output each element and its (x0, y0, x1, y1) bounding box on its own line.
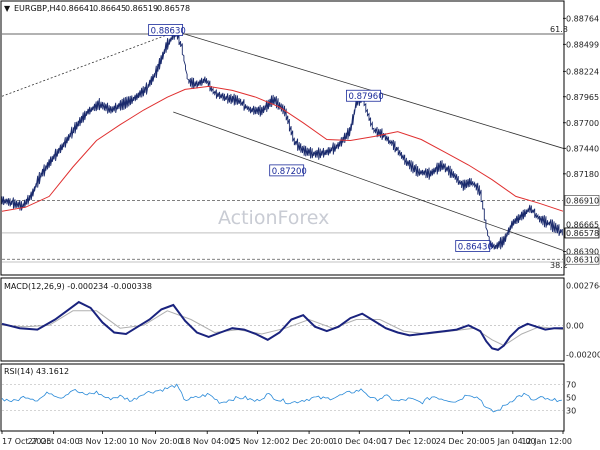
axis-level-label: 0.86910 (566, 196, 599, 205)
macd-panel (0, 277, 565, 362)
price-tick-label: 0.87965 (566, 93, 599, 102)
axis-level-box (564, 253, 600, 265)
time-tick-label: 10 Dec 04:00 (332, 437, 386, 446)
level-box-87200-frame (269, 164, 305, 177)
level-box-86430-frame (455, 240, 491, 252)
current-price-box (564, 227, 600, 239)
level-box-87960-frame (346, 89, 381, 102)
fibo-618-label: 61.8 (550, 25, 568, 34)
rsi-series (1, 383, 563, 413)
ohlc-high: 0.86645 (93, 4, 126, 13)
time-tick-label: 2 Dec 20:00 (285, 437, 334, 446)
time-tick-label: 18 Nov 04:00 (180, 437, 234, 446)
ohlc-open: 0.86641 (61, 4, 94, 13)
macd-tick-label: 0.002764 (566, 281, 600, 290)
time-tick-label: 24 Dec 20:00 (436, 437, 490, 446)
header-arrow: ▼ (4, 4, 11, 13)
rsi-panel (0, 363, 565, 432)
level-labels: 0.88630 0.87960 0.87200 0.86430 (148, 24, 493, 252)
level-box-87200: 0.87200 (272, 167, 307, 177)
channel-lower-line (173, 111, 564, 251)
watermark: ActionForex (218, 207, 329, 229)
price-bars (1, 27, 563, 250)
price-tick-label: 0.88224 (566, 67, 599, 76)
price-panel (0, 0, 565, 276)
axis-level-label: 0.86310 (566, 255, 599, 264)
rsi-line (1, 383, 562, 413)
time-tick-label: 25 Nov 12:00 (230, 437, 284, 446)
level-box-87960: 0.87960 (348, 92, 383, 102)
time-tick-label: 17 Oct 2025 (2, 437, 51, 446)
macd-label: MACD(12,26,9) -0.000234 -0.000338 (4, 282, 152, 291)
fibo-382-label: 38.2 (550, 261, 568, 270)
price-tick-label: 0.88764 (566, 14, 599, 23)
rsi-tick-label: 50 (566, 394, 576, 403)
time-tick-label: 27 Oct 04:00 (28, 437, 80, 446)
level-box-86430: 0.86430 (458, 242, 493, 252)
price-tick-label: 0.86390 (566, 247, 599, 256)
price-tick-label: 0.87700 (566, 119, 599, 128)
price-levels (2, 33, 563, 263)
time-tick-label: 10 Nov 20:00 (129, 437, 183, 446)
current-price-label: 0.86578 (566, 229, 599, 238)
ohlc-close: 0.86578 (157, 4, 190, 13)
ma-line (1, 85, 564, 212)
price-tick-label: 0.87440 (566, 144, 599, 153)
time-tick-label: 12 Jan 12:00 (521, 437, 572, 446)
time-tick-label: 3 Nov 12:00 (78, 437, 127, 446)
rsi-tick-label: 30 (566, 407, 576, 416)
axis-level-box (564, 195, 600, 206)
moving-average (1, 85, 564, 212)
rsi-label: RSI(14) 43.1612 (4, 367, 69, 376)
macd-main-line (1, 300, 563, 351)
rsi-tick-label: 70 (566, 381, 576, 390)
macd-tick-label: -0.002005 (566, 350, 600, 359)
price-tick-label: 0.86665 (566, 220, 599, 229)
macd-axis: 0.002764 0.00 -0.002005 (566, 281, 600, 359)
rsi-axis: 70 50 30 (566, 381, 576, 416)
rising-trendline (1, 31, 177, 97)
macd-signal-line (1, 310, 564, 347)
time-tick-label: 17 Dec 12:00 (383, 437, 437, 446)
price-tick-label: 0.87180 (566, 170, 599, 179)
price-axis: 0.88764 0.88499 0.88224 0.87965 0.87700 0.874… (563, 14, 600, 265)
symbol-title: EURGBP,H4 (14, 4, 61, 13)
macd-series (1, 300, 564, 351)
ohlc-low: 0.86519 (125, 4, 158, 13)
time-tick-label: 5 Jan 04:00 (490, 437, 536, 446)
level-box-88630-frame (148, 24, 184, 36)
price-tick-label: 0.88499 (566, 40, 599, 49)
macd-tick-label: 0.00 (566, 321, 584, 330)
price-series (1, 27, 563, 250)
level-box-88630: 0.88630 (151, 26, 186, 36)
